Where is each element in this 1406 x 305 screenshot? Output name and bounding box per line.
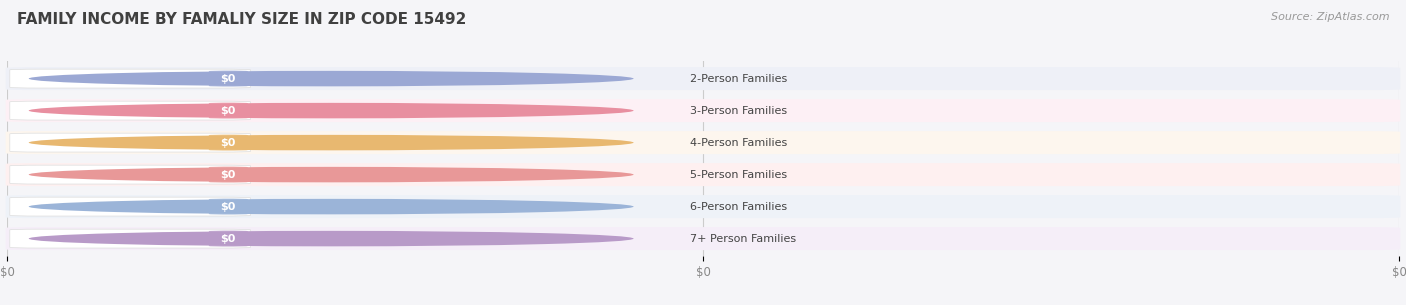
Ellipse shape [28, 135, 634, 150]
Ellipse shape [28, 199, 634, 214]
Ellipse shape [28, 103, 634, 118]
Ellipse shape [28, 231, 634, 246]
Text: Source: ZipAtlas.com: Source: ZipAtlas.com [1271, 12, 1389, 22]
Text: 6-Person Families: 6-Person Families [690, 202, 787, 212]
Text: 7+ Person Families: 7+ Person Families [690, 234, 796, 244]
FancyBboxPatch shape [10, 133, 250, 152]
Text: 4-Person Families: 4-Person Families [690, 138, 787, 148]
FancyBboxPatch shape [10, 229, 250, 248]
Text: $0: $0 [221, 234, 236, 244]
Text: 2-Person Families: 2-Person Families [690, 74, 787, 84]
Text: $0: $0 [221, 202, 236, 212]
FancyBboxPatch shape [209, 199, 247, 215]
Text: $0: $0 [221, 170, 236, 180]
FancyBboxPatch shape [6, 131, 1400, 154]
Text: $0: $0 [221, 106, 236, 116]
FancyBboxPatch shape [209, 135, 247, 151]
Ellipse shape [28, 71, 634, 86]
FancyBboxPatch shape [10, 101, 250, 120]
Text: $0: $0 [221, 74, 236, 84]
FancyBboxPatch shape [6, 195, 1400, 218]
FancyBboxPatch shape [10, 69, 250, 88]
Text: 5-Person Families: 5-Person Families [690, 170, 787, 180]
FancyBboxPatch shape [6, 227, 1400, 250]
Text: $0: $0 [221, 138, 236, 148]
FancyBboxPatch shape [209, 70, 247, 87]
FancyBboxPatch shape [209, 231, 247, 247]
FancyBboxPatch shape [209, 102, 247, 119]
Text: FAMILY INCOME BY FAMALIY SIZE IN ZIP CODE 15492: FAMILY INCOME BY FAMALIY SIZE IN ZIP COD… [17, 12, 467, 27]
FancyBboxPatch shape [6, 163, 1400, 186]
Ellipse shape [28, 167, 634, 182]
FancyBboxPatch shape [10, 197, 250, 216]
FancyBboxPatch shape [209, 167, 247, 183]
FancyBboxPatch shape [10, 165, 250, 184]
Text: 3-Person Families: 3-Person Families [690, 106, 787, 116]
FancyBboxPatch shape [6, 99, 1400, 122]
FancyBboxPatch shape [6, 67, 1400, 90]
